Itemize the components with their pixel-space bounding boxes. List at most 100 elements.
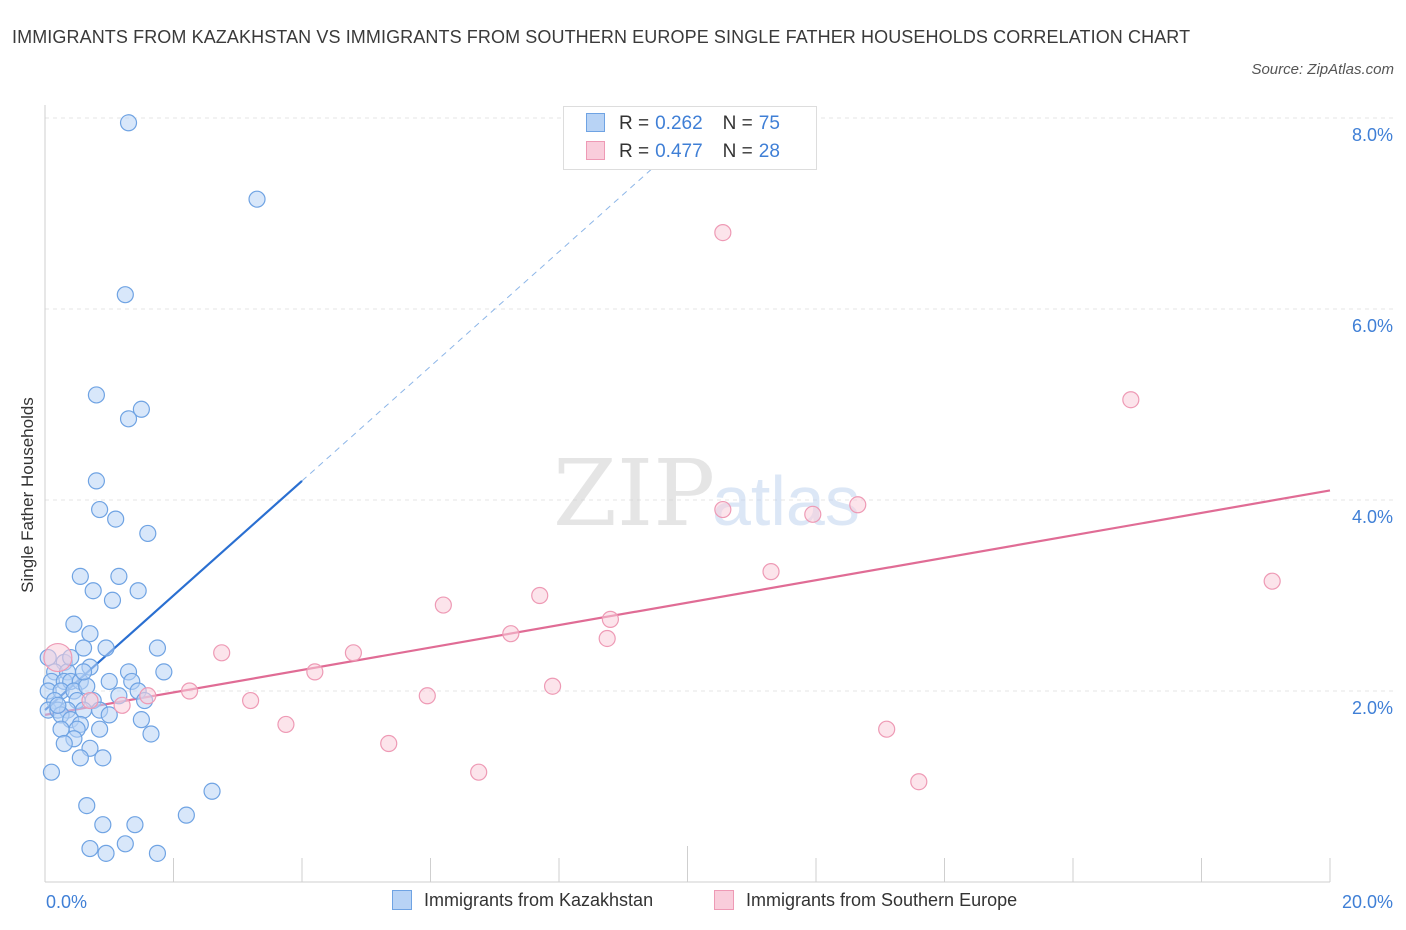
y-tick-label: 8.0%: [1352, 125, 1393, 145]
gridlines: [45, 117, 1395, 692]
trend-kazakhstan-extrapolated: [301, 136, 688, 482]
point-kazakhstan: [97, 844, 115, 862]
point-southern-europe: [878, 720, 896, 738]
legend-row-kazakhstan: R = 0.262 N = 75: [586, 113, 780, 137]
point-southern-europe: [714, 224, 732, 242]
point-southern-europe: [242, 691, 260, 710]
point-southern-europe: [434, 596, 452, 614]
point-kazakhstan: [91, 720, 109, 738]
bottom-legend-label-kazakhstan: Immigrants from Kazakhstan: [424, 890, 654, 910]
point-kazakhstan: [119, 410, 138, 428]
point-southern-europe: [139, 687, 157, 705]
point-southern-europe: [380, 734, 398, 753]
point-southern-europe: [762, 563, 780, 581]
legend-r-value: 0.477: [655, 141, 703, 162]
bottom-legend-swatch-southern-europe: [714, 890, 734, 910]
tick-labels: 2.0% 4.0% 6.0% 8.0% 0.0% 20.0%: [46, 125, 1393, 912]
point-kazakhstan: [100, 672, 118, 691]
point-southern-europe: [81, 691, 99, 710]
bottom-legend-label-southern-europe: Immigrants from Southern Europe: [746, 890, 1018, 910]
y-tick-label: 6.0%: [1352, 316, 1393, 336]
point-kazakhstan: [129, 582, 147, 600]
point-kazakhstan: [74, 639, 93, 657]
point-kazakhstan: [65, 615, 83, 633]
point-southern-europe: [849, 496, 867, 514]
legend-r-label: R =: [619, 141, 650, 162]
point-southern-europe: [1122, 391, 1140, 409]
point-southern-europe: [470, 763, 488, 781]
watermark-atlas: atlas: [712, 462, 860, 540]
point-southern-europe: [543, 677, 562, 695]
point-kazakhstan: [107, 510, 125, 528]
point-kazakhstan: [119, 114, 138, 132]
point-kazakhstan: [203, 782, 221, 800]
point-kazakhstan: [177, 806, 195, 824]
point-kazakhstan: [97, 639, 115, 657]
point-kazakhstan: [49, 696, 67, 714]
point-kazakhstan: [87, 386, 106, 404]
point-southern-europe: [531, 586, 549, 605]
point-southern-europe: [180, 682, 199, 700]
point-kazakhstan: [103, 591, 122, 609]
point-southern-europe: [306, 663, 324, 681]
point-southern-europe: [43, 642, 73, 673]
point-kazakhstan: [100, 706, 118, 724]
point-kazakhstan: [81, 839, 99, 858]
legend-n-label: N =: [722, 141, 753, 162]
legend-r-value: 0.262: [655, 113, 703, 134]
point-kazakhstan: [148, 639, 167, 657]
point-kazakhstan: [110, 567, 128, 586]
point-southern-europe: [804, 505, 822, 523]
point-kazakhstan: [87, 472, 106, 490]
point-southern-europe: [598, 629, 616, 648]
point-kazakhstan: [71, 749, 89, 767]
legend-swatch-kazakhstan: [586, 113, 605, 132]
series-kazakhstan-points: [39, 114, 266, 862]
legend-n-value: 28: [758, 141, 780, 162]
watermark-zip: ZIP: [553, 440, 715, 547]
point-southern-europe: [418, 687, 436, 705]
x-tick-label-min: 0.0%: [46, 892, 87, 912]
point-kazakhstan: [142, 725, 160, 743]
x-tick-label-max: 20.0%: [1342, 892, 1393, 912]
point-southern-europe: [344, 644, 362, 662]
axes: [44, 105, 1331, 883]
point-southern-europe: [113, 696, 131, 714]
point-kazakhstan: [78, 677, 96, 695]
point-kazakhstan: [84, 582, 102, 600]
point-kazakhstan: [81, 625, 99, 643]
point-kazakhstan: [132, 711, 150, 729]
trend-southern-europe: [44, 489, 1331, 716]
point-kazakhstan: [139, 524, 157, 543]
correlation-legend: R = 0.262 N = 75 R = 0.477 N = 28: [563, 106, 817, 170]
chart-title: IMMIGRANTS FROM KAZAKHSTAN VS IMMIGRANTS…: [12, 27, 1191, 47]
point-southern-europe: [910, 773, 928, 791]
point-kazakhstan: [132, 400, 150, 418]
point-southern-europe: [502, 625, 520, 643]
legend-swatch-southern-europe: [586, 141, 605, 160]
point-kazakhstan: [116, 835, 134, 853]
point-kazakhstan: [74, 663, 93, 681]
point-southern-europe: [213, 644, 231, 662]
point-kazakhstan: [248, 190, 266, 208]
y-tick-label: 4.0%: [1352, 507, 1393, 527]
point-kazakhstan: [55, 734, 73, 753]
legend-n-label: N =: [722, 113, 753, 134]
point-kazakhstan: [155, 663, 173, 681]
point-southern-europe: [601, 610, 620, 628]
point-kazakhstan: [91, 500, 109, 519]
legend-r-label: R =: [619, 113, 650, 134]
point-southern-europe: [277, 715, 295, 734]
point-kazakhstan: [116, 286, 134, 304]
series-southern-europe-points: [43, 224, 1281, 791]
point-kazakhstan: [148, 844, 167, 862]
bottom-legend-swatch-kazakhstan: [392, 890, 412, 910]
point-kazakhstan: [71, 567, 89, 586]
point-kazakhstan: [42, 763, 61, 781]
point-southern-europe: [1263, 572, 1281, 590]
trend-lines: [44, 136, 1331, 716]
point-kazakhstan: [78, 796, 96, 815]
legend-row-southern-europe: R = 0.477 N = 28: [586, 141, 780, 165]
